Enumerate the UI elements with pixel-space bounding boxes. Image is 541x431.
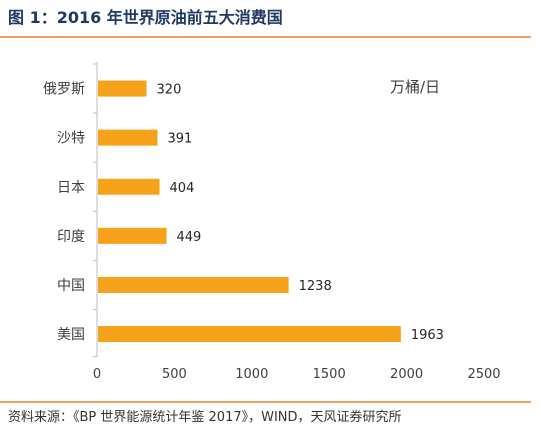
category-label-1: 沙特 (57, 131, 85, 147)
category-label-4: 中国 (57, 278, 85, 294)
bottom-divider (0, 401, 531, 403)
x-tick-label-3: 1500 (313, 367, 346, 382)
value-label-1: 391 (168, 132, 193, 147)
value-label-5: 1963 (411, 328, 444, 343)
category-label-3: 印度 (57, 229, 85, 245)
x-tick-label-2: 1000 (235, 367, 268, 382)
value-label-4: 1238 (299, 279, 332, 294)
category-label-5: 美国 (57, 327, 85, 343)
top-divider (0, 36, 531, 38)
category-label-2: 日本 (57, 180, 85, 196)
bar-3 (98, 227, 167, 244)
bar-2 (98, 178, 160, 195)
bar-1 (98, 129, 158, 146)
source-note: 资料来源：《BP 世界能源统计年鉴 2017》，WIND，天风证券研究所 (8, 410, 402, 425)
value-labels-group: 320 391 404 449 1238 1963 (157, 83, 444, 343)
x-tick-label-1: 500 (162, 367, 187, 382)
value-label-0: 320 (157, 83, 182, 98)
value-label-3: 449 (177, 230, 202, 245)
x-tick-label-4: 2000 (390, 367, 423, 382)
figure-title: 图 1：2016 年世界原油前五大消费国 (8, 8, 283, 27)
bar-0 (98, 80, 147, 97)
y-axis-line (93, 62, 98, 358)
bar-4 (98, 276, 289, 293)
value-label-2: 404 (170, 181, 195, 196)
x-tick-label-0: 0 (93, 367, 101, 382)
x-tick-label-5: 2500 (467, 367, 500, 382)
unit-label: 万桶/日 (390, 78, 440, 96)
category-label-0: 俄罗斯 (43, 82, 85, 98)
bars-group (98, 80, 401, 343)
x-tick-labels-group: 0 500 1000 1500 2000 2500 (93, 367, 501, 382)
bar-5 (98, 326, 401, 343)
